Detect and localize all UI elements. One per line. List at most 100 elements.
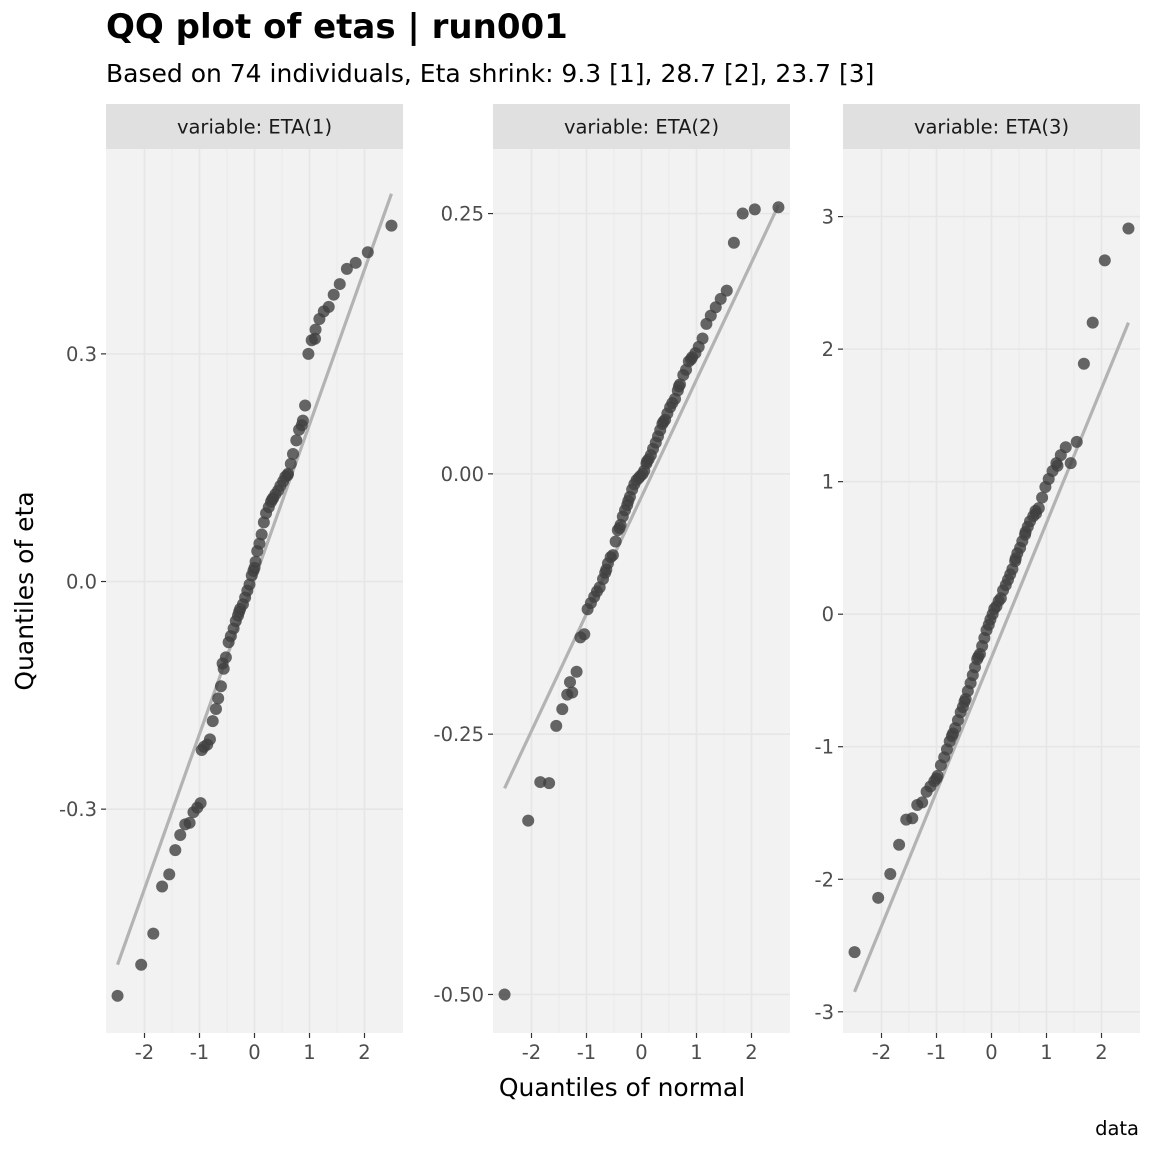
y-tick-label: 0.0 [66, 571, 97, 594]
y-axis-title: Quantiles of eta [10, 491, 39, 690]
data-point [622, 494, 635, 507]
data-point [1064, 457, 1077, 470]
data-point [212, 692, 225, 705]
data-point [174, 828, 187, 841]
data-point [720, 284, 733, 297]
data-point [672, 380, 685, 393]
facet-panel-1: variable: ETA(1) -2 -1 0 1 2 -0.3 0.0 0.3 [59, 104, 403, 1064]
facet-panels: variable: ETA(1)-2 -1 0 1 2-0.30.00.3variabl… [59, 104, 1140, 1064]
data-point [606, 549, 619, 562]
data-point [1077, 357, 1090, 370]
plot-title: QQ plot of etas | run001 [106, 7, 568, 47]
data-point [930, 772, 943, 785]
data-point [498, 988, 511, 1001]
data-point [1122, 222, 1135, 235]
data-point [163, 868, 176, 881]
data-point [206, 715, 219, 728]
data-point [1098, 254, 1111, 267]
data-point [243, 578, 256, 591]
x-tick-label: 2 [358, 1041, 370, 1064]
data-point [253, 537, 266, 550]
data-point [287, 448, 299, 461]
x-tick-label: 2 [745, 1041, 757, 1064]
data-point [147, 927, 160, 940]
data-point [296, 414, 309, 427]
data-point [135, 958, 148, 971]
y-tick-label: -0.50 [434, 983, 484, 1006]
x-axis-title: Quantiles of normal [499, 1073, 745, 1102]
y-tick-label: 0.3 [66, 343, 97, 366]
data-point [169, 844, 182, 857]
y-tick-label: 2 [822, 338, 834, 361]
data-point [302, 347, 315, 360]
data-point [550, 719, 563, 732]
y-tick-label: 0 [822, 603, 834, 626]
data-point [657, 415, 670, 428]
data-point [1029, 504, 1042, 517]
data-point [958, 695, 971, 708]
x-tick-label: -2 [135, 1041, 154, 1064]
data-point [156, 880, 169, 893]
plot-subtitle: Based on 74 individuals, Eta shrink: 9.3… [106, 59, 874, 88]
x-tick-label: -1 [927, 1041, 946, 1064]
data-point [183, 816, 196, 829]
x-tick-label: -1 [577, 1041, 596, 1064]
y-tick-label: -2 [815, 868, 834, 891]
facet-strip-label: variable: ETA(3) [914, 116, 1069, 139]
data-point [543, 777, 556, 790]
data-point [1070, 435, 1083, 448]
data-point [685, 353, 697, 366]
data-point [578, 628, 591, 641]
data-point [309, 332, 321, 345]
data-point [385, 219, 398, 232]
data-point [522, 814, 535, 827]
y-tick-label: 1 [822, 471, 834, 494]
reference-line [853, 322, 1130, 993]
data-point [349, 256, 362, 269]
data-point [194, 797, 207, 810]
data-point [906, 812, 919, 825]
facet-panel-3: variable: ETA(3) -2 -1 0 1 2 -3 -2 -1 0 1 2 3 [815, 104, 1140, 1064]
y-tick-label: 0.25 [441, 203, 484, 226]
plot-caption: data [1095, 1117, 1139, 1140]
y-tick-label: -3 [815, 1001, 834, 1024]
data-point [972, 650, 985, 663]
y-tick-label: -0.25 [434, 723, 484, 746]
x-tick-label: 1 [303, 1041, 315, 1064]
data-point [1036, 491, 1049, 504]
data-point [210, 702, 222, 715]
data-point [322, 300, 335, 313]
data-point [340, 262, 353, 275]
data-point [613, 522, 626, 535]
x-tick-label: 0 [985, 1041, 997, 1064]
x-tick-label: 0 [635, 1041, 647, 1064]
data-point [641, 455, 653, 468]
data-point [257, 516, 270, 529]
facet-strip [106, 104, 403, 149]
y-tick-label: 3 [822, 206, 834, 229]
data-point [281, 469, 294, 482]
data-point [290, 434, 303, 447]
data-point [600, 563, 613, 576]
x-tick-label: 1 [690, 1041, 702, 1064]
data-point [714, 292, 727, 305]
data-point [772, 201, 785, 214]
data-point [248, 561, 261, 574]
y-tick-label: -0.3 [59, 798, 97, 821]
x-tick-label: -2 [522, 1041, 541, 1064]
data-point [884, 867, 897, 880]
data-point [361, 246, 374, 259]
facet-panel-2: variable: ETA(2) -2 -1 0 1 2 -0.50 -0.25 0.00 0.2… [434, 104, 790, 1064]
data-point [893, 838, 906, 851]
data-point [214, 680, 227, 693]
data-point [848, 946, 861, 959]
data-point [309, 323, 322, 336]
y-tick-label: 0.00 [441, 463, 484, 486]
data-point [195, 743, 208, 756]
x-tick-label: 1 [1040, 1041, 1052, 1064]
data-point [1059, 441, 1072, 454]
data-point [566, 686, 579, 699]
data-point [216, 657, 229, 670]
data-point [111, 989, 124, 1002]
